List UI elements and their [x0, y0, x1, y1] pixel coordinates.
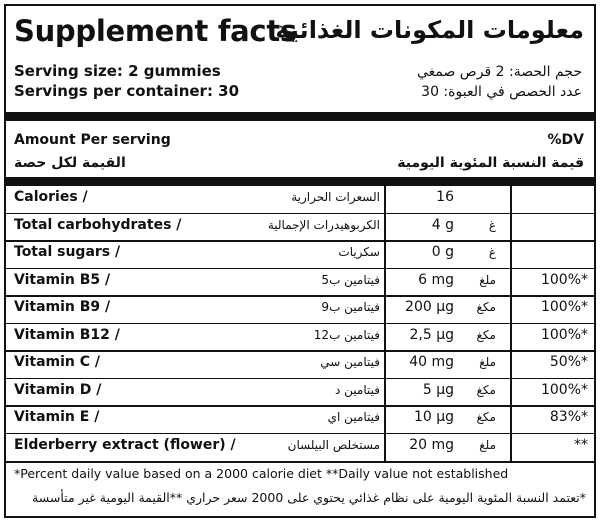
nutrient-unit-arabic: غ: [488, 217, 496, 232]
nutrient-name-arabic: مستخلص البيلسان: [287, 437, 380, 452]
nutrient-name-english: Total sugars /: [14, 244, 121, 260]
nutrient-daily-value: 100%*: [540, 271, 588, 288]
nutrient-daily-value: 50%*: [549, 354, 588, 370]
nutrient-unit-arabic: ملغ: [479, 272, 496, 287]
row-divider: [6, 295, 594, 297]
nutrient-name-english: Vitamin B9 /: [14, 299, 111, 315]
nutrient-amount: 6 mg: [418, 271, 454, 288]
nutrient-daily-value: 100%*: [540, 299, 588, 315]
row-divider: [6, 240, 594, 242]
nutrient-name-english: Vitamin B5 /: [14, 271, 111, 288]
nutrient-amount: 20 mg: [409, 436, 454, 453]
nutrient-name-arabic: السعرات الحرارية: [291, 190, 380, 204]
thick-divider: [6, 112, 594, 121]
nutrient-row: Vitamin C / فيتامين سي 40 mg ملغ 50%*: [6, 351, 594, 376]
nutrient-name-english: Vitamin D /: [14, 381, 102, 398]
nutrient-unit-arabic: ملغ: [479, 437, 496, 452]
serving-size-arabic: حجم الحصة: 2 قرص صمغي: [416, 64, 582, 80]
nutrient-name-arabic: فيتامين اي: [327, 410, 380, 424]
daily-value-header-arabic: قيمة النسبة المئوية اليومية: [397, 155, 584, 171]
nutrient-name-arabic: فيتامين د: [335, 382, 380, 397]
footnote-english: *Percent daily value based on a 2000 cal…: [14, 466, 509, 481]
nutrient-name-english: Elderberry extract (flower) /: [14, 436, 236, 453]
nutrient-unit-arabic: ملغ: [479, 355, 496, 369]
nutrient-name-english: Vitamin B12 /: [14, 326, 120, 343]
daily-value-header-english: %DV: [547, 132, 584, 148]
footnote-arabic: *تعتمد النسبة المئوية اليومية على نظام غ…: [32, 490, 586, 505]
nutrient-row: Vitamin B9 / فيتامين ب9 200 µg مكغ 100%*: [6, 296, 594, 321]
nutrient-daily-value: 100%*: [540, 326, 588, 343]
amount-per-serving-english: Amount Per serving: [14, 132, 171, 148]
nutrient-row: Elderberry extract (flower) / مستخلص البي…: [6, 434, 594, 459]
servings-per-container-arabic: عدد الحصص في العبوة: 30: [421, 84, 582, 100]
nutrient-unit-arabic: مكغ: [476, 327, 496, 342]
row-divider: [6, 350, 594, 352]
nutrient-name-arabic: سكريات: [338, 245, 380, 259]
nutrient-amount: 10 µg: [413, 409, 454, 425]
nutrient-amount: 0 g: [431, 244, 454, 260]
row-divider: [6, 405, 594, 407]
row-divider: [6, 377, 594, 379]
amount-per-serving-arabic: القيمة لكل حصة: [14, 155, 126, 171]
nutrient-name-arabic: فيتامين ب5: [321, 272, 380, 287]
nutrient-name-arabic: فيتامين ب9: [321, 300, 380, 314]
serving-size-english: Serving size: 2 gummies: [14, 62, 221, 80]
nutrient-daily-value: **: [574, 436, 588, 453]
title-arabic: معلومات المكونات الغذائية: [275, 16, 584, 44]
nutrient-daily-value: 100%*: [540, 381, 588, 398]
thick-divider: [6, 177, 594, 186]
nutrient-amount: 4 g: [431, 216, 454, 233]
nutrient-unit-arabic: مكغ: [476, 382, 496, 397]
nutrient-name-english: Total carbohydrates /: [14, 216, 182, 233]
nutrient-row: Total carbohydrates / الكربوهيدرات الإجما…: [6, 214, 594, 239]
nutrient-unit-arabic: مكغ: [476, 410, 496, 424]
nutrient-amount: 5 µg: [422, 381, 454, 398]
nutrient-amount: 16: [436, 189, 454, 205]
nutrient-name-english: Vitamin C /: [14, 354, 101, 370]
nutrient-row: Vitamin D / فيتامين د 5 µg مكغ 100%*: [6, 379, 594, 404]
table-bottom-divider: [6, 461, 594, 463]
servings-per-container-english: Servings per container: 30: [14, 82, 240, 100]
nutrient-row: Vitamin B12 / فيتامين ب12 2,5 µg مكغ 100%*: [6, 324, 594, 349]
row-divider: [6, 432, 594, 434]
nutrient-name-arabic: فيتامين سي: [320, 355, 380, 369]
nutrient-unit-arabic: غ: [488, 245, 496, 259]
row-divider: [6, 267, 594, 269]
column-divider: [510, 185, 512, 461]
column-divider: [384, 185, 386, 461]
nutrient-name-arabic: فيتامين ب12: [313, 327, 380, 342]
nutrient-daily-value: 83%*: [549, 409, 588, 425]
row-divider: [6, 212, 594, 214]
nutrient-row: Vitamin E / فيتامين اي 10 µg مكغ 83%*: [6, 406, 594, 431]
nutrient-name-english: Vitamin E /: [14, 409, 100, 425]
nutrient-name-arabic: الكربوهيدرات الإجمالية: [267, 217, 380, 232]
nutrient-amount: 200 µg: [405, 299, 454, 315]
supplement-facts-label: Supplement facts معلومات المكونات الغذائ…: [4, 4, 596, 518]
nutrient-name-english: Calories /: [14, 189, 88, 205]
nutrient-unit-arabic: مكغ: [476, 300, 496, 314]
nutrient-row: Calories / السعرات الحرارية 16: [6, 186, 594, 211]
nutrient-amount: 2,5 µg: [409, 326, 454, 343]
nutrient-amount: 40 mg: [409, 354, 454, 370]
nutrient-row: Total sugars / سكريات 0 g غ: [6, 241, 594, 266]
title-english: Supplement facts: [14, 14, 297, 48]
nutrient-row: Vitamin B5 / فيتامين ب5 6 mg ملغ 100%*: [6, 269, 594, 294]
row-divider: [6, 322, 594, 324]
